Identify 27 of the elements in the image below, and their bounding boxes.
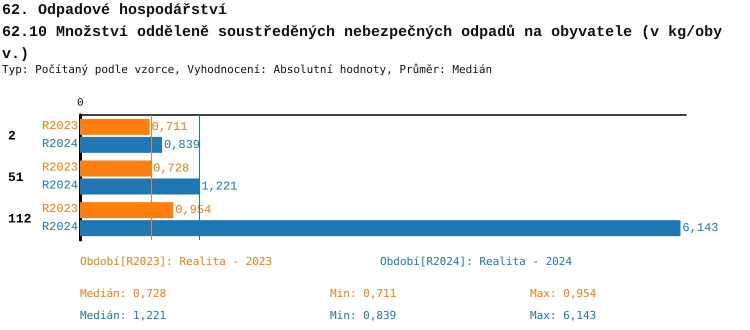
text: R2023 — [42, 202, 78, 216]
text: Období[R2024]: Realita - 2024 — [380, 255, 572, 268]
data-label: 0,711 — [151, 120, 188, 134]
y-tick-label: 2 — [8, 128, 16, 144]
data-label: 6,143 — [682, 221, 718, 236]
y-tick-label: 112 — [8, 212, 32, 227]
data-label: 0,839 — [164, 138, 200, 152]
text: Období[R2023]: Realita - 2023 — [80, 255, 272, 268]
text: Max: 6,143 — [530, 309, 596, 322]
series-label: R2024 — [42, 136, 78, 151]
text: 0 — [77, 98, 84, 110]
text: Typ: Počítaný podle vzorce, Vyhodnocení: Absolutní hodnoty, Průměr: Medián — [2, 63, 492, 76]
bar — [80, 136, 162, 153]
text: R2024 — [42, 178, 78, 192]
text: Medián: 0,728 — [80, 287, 166, 300]
text: Max: 0,954 — [530, 287, 596, 300]
text: Medián: 1,221 — [80, 309, 166, 322]
chart-title: 62. Odpadové hospodářství — [2, 1, 228, 21]
text: R2023 — [42, 160, 78, 174]
series-label: R2023 — [42, 118, 78, 133]
text: Min: 0,839 — [330, 309, 396, 322]
y-tick-label: 51 — [8, 170, 24, 185]
data-label: 1,221 — [201, 180, 238, 194]
data-label: 0,728 — [153, 162, 190, 176]
text: R2024 — [42, 220, 78, 234]
chart-subtitle: 62.10 Množství odděleně soustředěných nebezpečných odpadů na obyvatele (v kg/obyv.) — [2, 23, 724, 64]
text: Min: 0,711 — [330, 287, 396, 300]
